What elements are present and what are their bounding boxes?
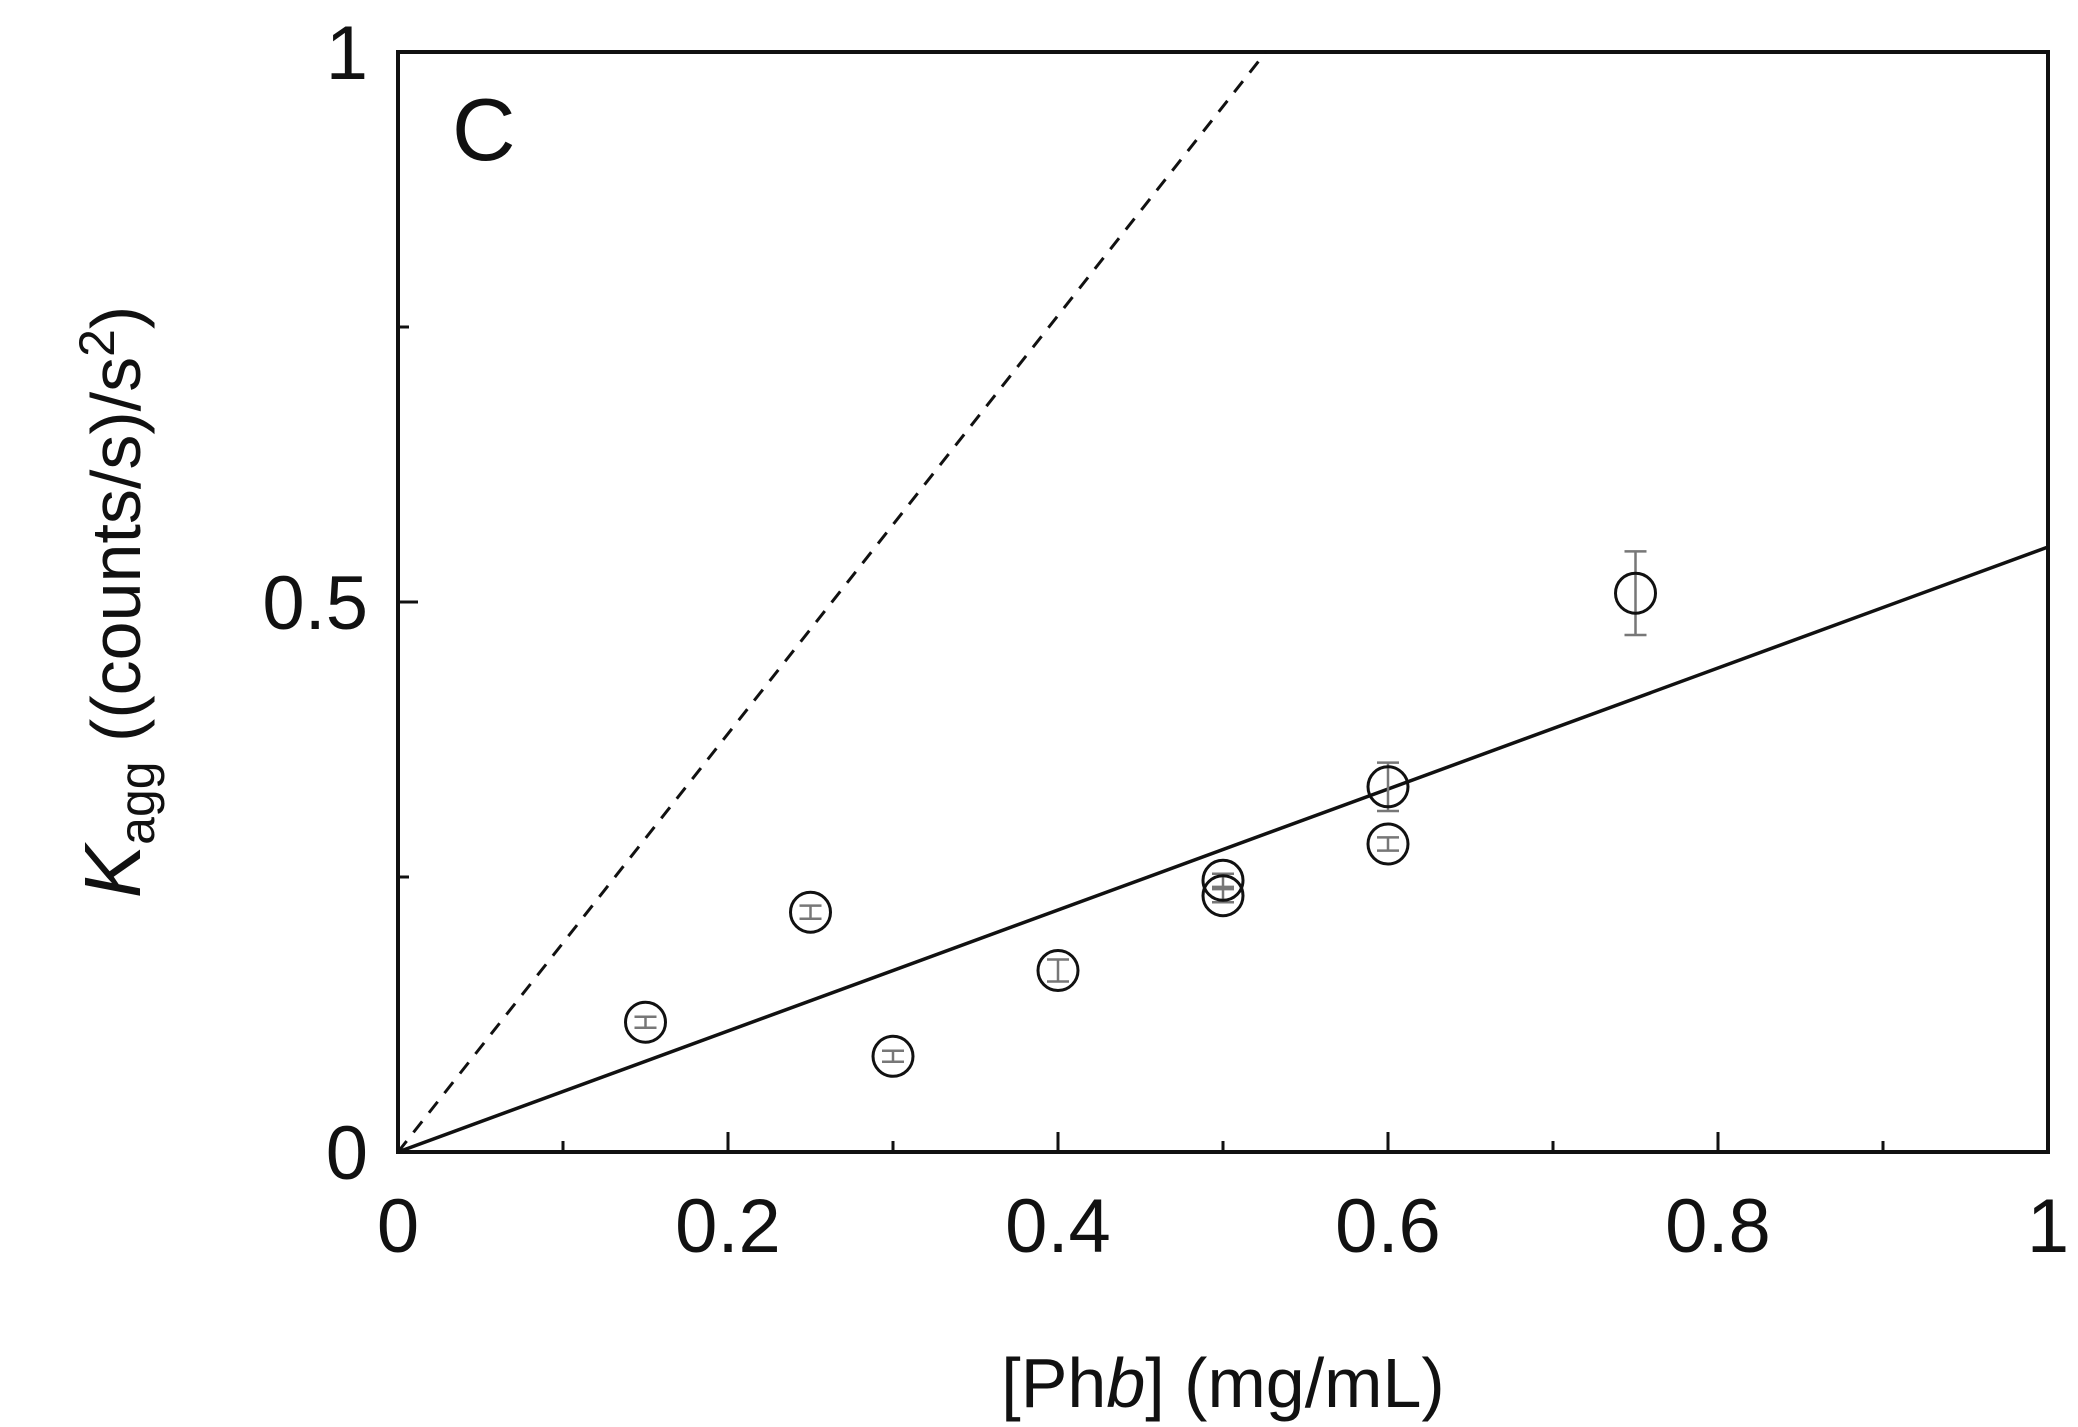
data-point — [1366, 822, 1410, 866]
data-point — [1201, 874, 1245, 918]
data-points — [624, 571, 1657, 1078]
error-bars — [634, 550, 1647, 1064]
x-tick-label: 0 — [377, 1184, 419, 1269]
data-point — [1614, 571, 1657, 615]
data-point — [871, 1034, 915, 1078]
data-point — [1366, 765, 1410, 809]
minor-ticks — [398, 325, 1885, 1152]
y-tick-label: 0.5 — [262, 561, 368, 646]
x-tick-label: 0.8 — [1665, 1184, 1771, 1269]
x-tick-label: 0.2 — [675, 1184, 781, 1269]
reference-line-dashed — [396, 51, 1268, 1153]
major-ticks — [396, 50, 2050, 1154]
x-tick-label: 1 — [2027, 1184, 2069, 1269]
x-tick-label: 0.6 — [1335, 1184, 1441, 1269]
y-axis-title: Kagg ((counts/s)/s2) — [68, 306, 165, 898]
y-tick-label: 1 — [326, 11, 368, 96]
data-point — [789, 890, 832, 934]
x-axis-title: [Phb] (mg/mL) — [1001, 1344, 1444, 1422]
plot-frame — [396, 50, 2050, 1154]
panel-label: C — [452, 80, 516, 179]
data-point — [624, 1000, 667, 1044]
fit-lines — [396, 51, 2049, 1154]
x-tick-label: 0.4 — [1005, 1184, 1111, 1269]
data-point — [1036, 949, 1080, 992]
data-point — [1201, 858, 1245, 902]
tick-labels: 0 0.2 0.4 0.6 0.8 1 0 0.5 1 — [262, 11, 2069, 1269]
fit-line-solid — [397, 545, 2049, 1154]
y-tick-label: 0 — [326, 1111, 368, 1196]
